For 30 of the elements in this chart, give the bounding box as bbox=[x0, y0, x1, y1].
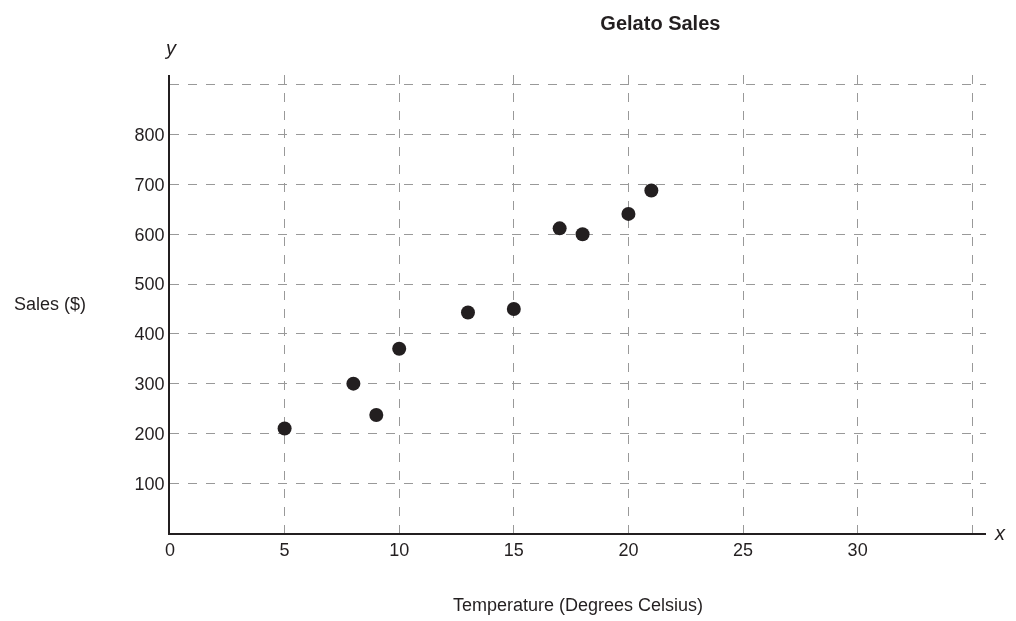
text: y bbox=[164, 37, 177, 59]
x-tick-label: 0 bbox=[164, 540, 176, 561]
point bbox=[346, 376, 361, 391]
y-tick-label: 100 bbox=[134, 473, 165, 494]
point bbox=[644, 183, 659, 198]
point bbox=[506, 301, 521, 316]
x-tick-label: 20 bbox=[618, 540, 639, 561]
point bbox=[552, 221, 567, 236]
x-axis-title: Temperature (Degrees Celsius) bbox=[453, 595, 704, 615]
chart-title: Gelato Sales bbox=[600, 11, 721, 34]
y-tick-label: 800 bbox=[134, 125, 165, 146]
y-tick-label: 700 bbox=[134, 174, 165, 195]
y-tick-label: 600 bbox=[134, 224, 165, 245]
point bbox=[392, 341, 407, 356]
x-tick-label: 5 bbox=[279, 540, 290, 561]
y-tick-label: 300 bbox=[134, 373, 165, 394]
y-tick-label: 400 bbox=[134, 324, 165, 345]
point bbox=[621, 206, 636, 221]
y-tick-label: 500 bbox=[134, 274, 165, 295]
point bbox=[460, 305, 475, 320]
point bbox=[277, 421, 292, 436]
y-axis-title: Sales ($) bbox=[14, 294, 87, 314]
x-tick-label: 10 bbox=[389, 540, 410, 561]
x-tick-label: 15 bbox=[503, 540, 524, 561]
point bbox=[369, 408, 384, 423]
text: x bbox=[994, 522, 1006, 544]
point bbox=[575, 227, 590, 242]
y-tick-label: 200 bbox=[134, 423, 165, 444]
x-tick-label: 25 bbox=[733, 540, 754, 561]
x-tick-label: 30 bbox=[847, 540, 868, 561]
